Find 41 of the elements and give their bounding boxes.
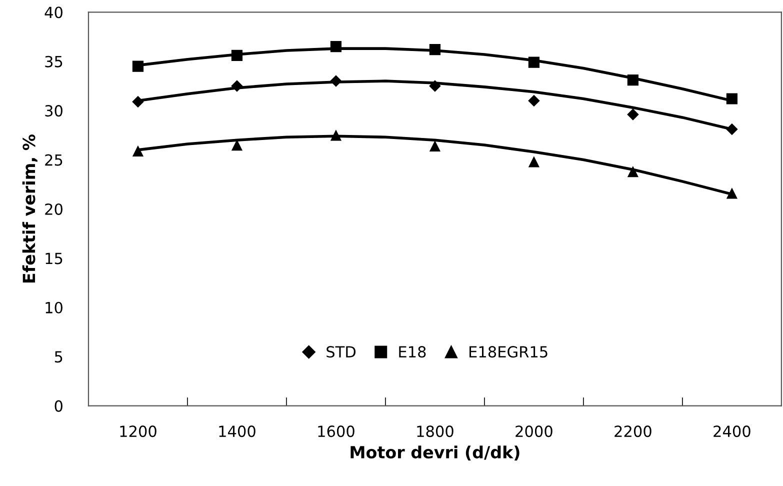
point bbox=[528, 94, 540, 107]
point bbox=[627, 108, 639, 120]
y-tick-label: 20 bbox=[45, 203, 62, 215]
point bbox=[528, 56, 540, 68]
y-tick-label: 15 bbox=[46, 252, 62, 264]
x-tick-label: 1600 bbox=[318, 426, 354, 438]
x-tick-label: 1400 bbox=[219, 426, 256, 438]
point bbox=[330, 41, 342, 52]
x-axis-title: Motor devri (d/dk) bbox=[350, 446, 520, 460]
y-tick-label: 40 bbox=[44, 6, 62, 18]
point bbox=[330, 75, 342, 87]
point bbox=[726, 93, 738, 104]
point bbox=[231, 50, 243, 62]
point bbox=[627, 74, 638, 86]
y-tick-label: 30 bbox=[45, 105, 62, 117]
y-tick-label: 5 bbox=[54, 351, 62, 363]
x-tick-label: 1200 bbox=[120, 426, 156, 438]
x-tick-label: 1800 bbox=[417, 426, 454, 438]
point bbox=[726, 188, 738, 199]
point bbox=[132, 60, 144, 72]
point bbox=[627, 166, 638, 178]
x-tick-label: 2000 bbox=[516, 426, 552, 438]
x-tick-label: 2400 bbox=[714, 426, 750, 438]
legend-label: E18EGR15 bbox=[470, 346, 548, 358]
point bbox=[231, 80, 243, 92]
y-tick-label: 35 bbox=[45, 56, 62, 68]
point bbox=[132, 96, 144, 108]
point bbox=[528, 156, 540, 168]
y-tick-label: 10 bbox=[46, 302, 62, 314]
point bbox=[330, 130, 342, 141]
legend-label: STD bbox=[326, 346, 356, 358]
point bbox=[429, 44, 441, 56]
y-axis-title: Efektif verim, % bbox=[22, 134, 38, 282]
point bbox=[429, 80, 441, 92]
y-tick-label: 25 bbox=[45, 154, 62, 166]
point bbox=[132, 145, 144, 156]
legend-label: E18 bbox=[399, 346, 426, 358]
y-tick-label: 0 bbox=[54, 400, 62, 412]
point bbox=[429, 140, 441, 152]
point bbox=[726, 123, 738, 136]
x-tick-label: 2200 bbox=[614, 426, 652, 438]
